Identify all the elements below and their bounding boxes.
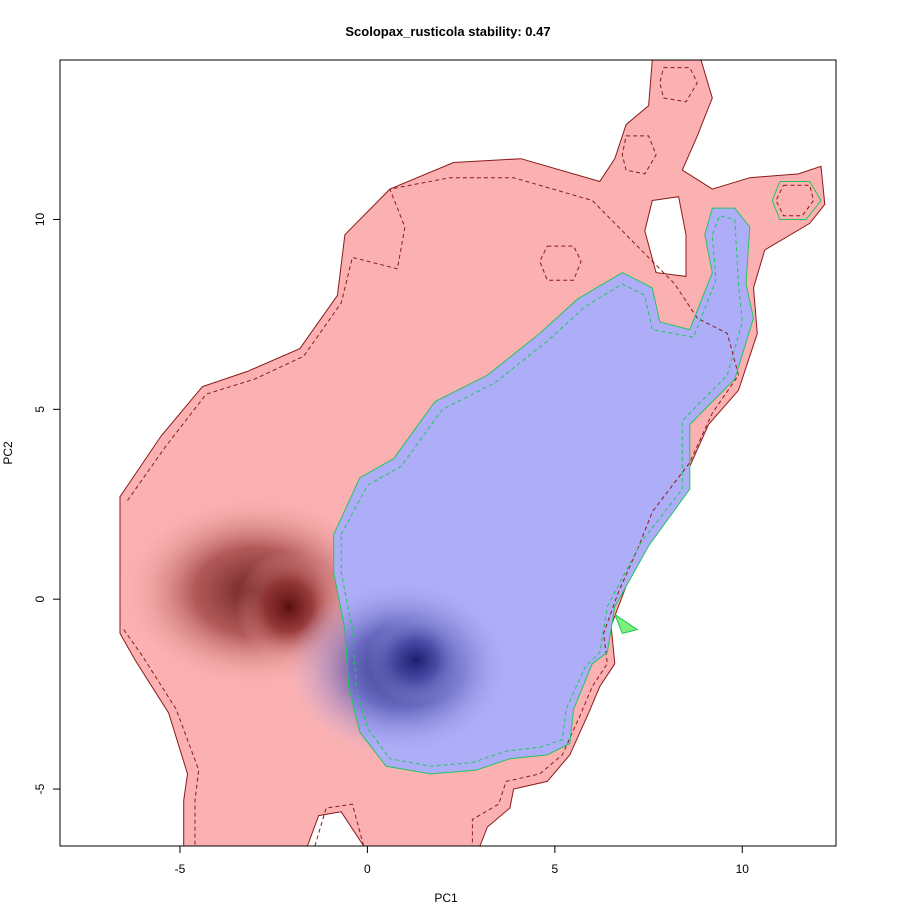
y-tick-label: 10 (33, 212, 47, 226)
y-axis-label: PC2 (1, 441, 15, 465)
x-tick-label: 0 (364, 862, 371, 876)
dashed-contour-2 (314, 803, 365, 846)
x-axis-label: PC1 (434, 891, 458, 905)
x-tick-label: 10 (736, 862, 750, 876)
x-axis: -5 0 5 10 (175, 846, 750, 876)
green-contour-3 (771, 181, 822, 220)
range-b-density-core (367, 614, 465, 705)
plot-area (119, 60, 826, 846)
green-contour-4 (614, 613, 639, 634)
green-contour-1 (333, 207, 755, 775)
y-axis: -5 0 5 10 (33, 212, 60, 794)
chart-title: Scolopax_rusticola stability: 0.47 (345, 24, 550, 39)
green-contour-2 (340, 215, 743, 767)
dashed-contour-5 (621, 135, 657, 175)
dashed-contour-3 (123, 629, 200, 846)
dashed-contour-1 (127, 177, 740, 846)
dashed-contour-4 (539, 245, 582, 281)
y-tick-label: -5 (33, 783, 47, 794)
dashed-contour-6 (659, 67, 698, 103)
x-tick-label: 5 (551, 862, 558, 876)
y-tick-label: 0 (33, 596, 47, 603)
plot-frame (59, 59, 837, 847)
y-tick-label: 5 (33, 406, 47, 413)
x-tick-label: -5 (175, 862, 186, 876)
